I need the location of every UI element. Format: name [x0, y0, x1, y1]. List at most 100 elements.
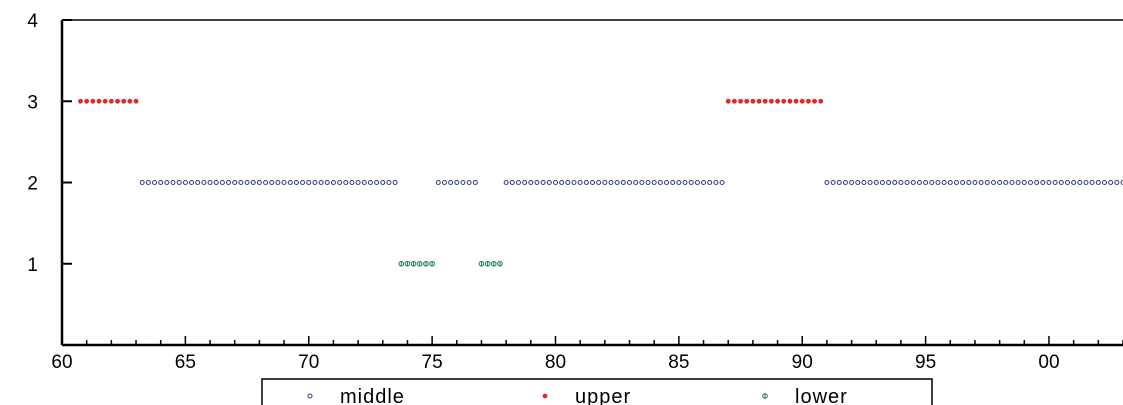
series-lower: [398, 260, 503, 267]
upper-point: [762, 98, 768, 104]
middle-point: [374, 180, 380, 185]
middle-point: [842, 180, 848, 185]
middle-point: [1095, 180, 1101, 185]
middle-point: [596, 180, 602, 185]
middle-point: [608, 180, 614, 185]
middle-point: [361, 180, 367, 185]
middle-point: [189, 180, 195, 185]
middle-point: [466, 180, 472, 185]
middle-point: [367, 180, 373, 185]
lower-point: [484, 260, 491, 267]
upper-point: [542, 393, 548, 399]
middle-point: [324, 180, 330, 185]
middle-point: [941, 180, 947, 185]
legend-label-middle: middle: [340, 386, 405, 405]
lower-point: [416, 260, 423, 267]
upper-point: [121, 98, 127, 104]
middle-point: [614, 180, 620, 185]
middle-point: [213, 180, 219, 185]
legend-item-lower: lower: [762, 386, 848, 405]
middle-point: [583, 180, 589, 185]
middle-point: [269, 180, 275, 185]
middle-point: [195, 180, 201, 185]
upper-point: [750, 98, 756, 104]
lower-point: [423, 260, 429, 267]
middle-point: [244, 180, 250, 185]
middle-point: [139, 180, 145, 185]
middle-point: [386, 180, 392, 185]
middle-point: [861, 180, 867, 185]
x-tick-label: 85: [668, 352, 689, 373]
middle-point: [306, 180, 312, 185]
middle-point: [307, 393, 313, 399]
middle-point: [719, 180, 725, 185]
middle-point: [916, 180, 922, 185]
lower-point: [762, 393, 768, 399]
middle-point: [1058, 180, 1064, 185]
x-tick-label: 95: [915, 352, 936, 373]
middle-point: [904, 180, 910, 185]
middle-point: [448, 180, 454, 185]
middle-point: [1003, 180, 1009, 185]
upper-point: [78, 98, 83, 104]
middle-point: [620, 180, 626, 185]
middle-point: [287, 180, 293, 185]
middle-point: [552, 180, 558, 185]
middle-point: [713, 180, 719, 185]
middle-point: [176, 180, 182, 185]
middle-point: [226, 180, 232, 185]
middle-point: [250, 180, 256, 185]
middle-point: [1064, 180, 1070, 185]
upper-point: [744, 98, 750, 104]
upper-point: [818, 98, 824, 104]
x-tick-label: 00: [1038, 352, 1059, 373]
upper-point: [812, 98, 817, 104]
middle-point: [960, 180, 966, 185]
middle-point: [707, 180, 713, 185]
middle-point: [633, 180, 639, 185]
middle-point: [670, 180, 676, 185]
middle-point: [824, 180, 830, 185]
middle-point: [953, 180, 959, 185]
middle-point: [1009, 180, 1015, 185]
upper-point: [793, 98, 799, 104]
middle-point: [1046, 180, 1052, 185]
upper-point: [756, 98, 762, 104]
middle-point: [503, 180, 509, 185]
middle-point: [873, 180, 879, 185]
legend-label-lower: lower: [795, 386, 848, 405]
middle-point: [343, 180, 349, 185]
x-tick-label: 70: [298, 352, 319, 373]
middle-point: [515, 180, 521, 185]
middle-point: [602, 180, 608, 185]
middle-point: [657, 180, 663, 185]
middle-point: [694, 180, 700, 185]
middle-point: [546, 180, 552, 185]
x-tick-label: 90: [792, 352, 813, 373]
middle-point: [651, 180, 657, 185]
upper-point: [787, 98, 793, 104]
middle-point: [238, 180, 244, 185]
middle-point: [627, 180, 633, 185]
middle-point: [1114, 180, 1120, 185]
middle-point: [990, 180, 996, 185]
middle-point: [164, 180, 170, 185]
upper-point: [781, 98, 787, 104]
lower-point: [478, 260, 485, 267]
legend: middle upper lower: [261, 378, 933, 405]
upper-point: [115, 98, 120, 104]
middle-point: [454, 180, 460, 185]
middle-point: [207, 180, 213, 185]
middle-point: [528, 180, 534, 185]
middle-point: [349, 180, 355, 185]
middle-point: [1034, 180, 1040, 185]
middle-point: [577, 180, 583, 185]
upper-point: [768, 98, 774, 104]
axes: 1 2 3 4 60 65 70 75 80 85 90 95 00: [27, 11, 1123, 373]
lower-point: [491, 260, 497, 267]
series-middle: [139, 180, 1123, 185]
middle-point: [441, 180, 447, 185]
middle-point: [435, 180, 441, 185]
lower-point: [398, 260, 405, 267]
upper-point: [725, 98, 731, 104]
